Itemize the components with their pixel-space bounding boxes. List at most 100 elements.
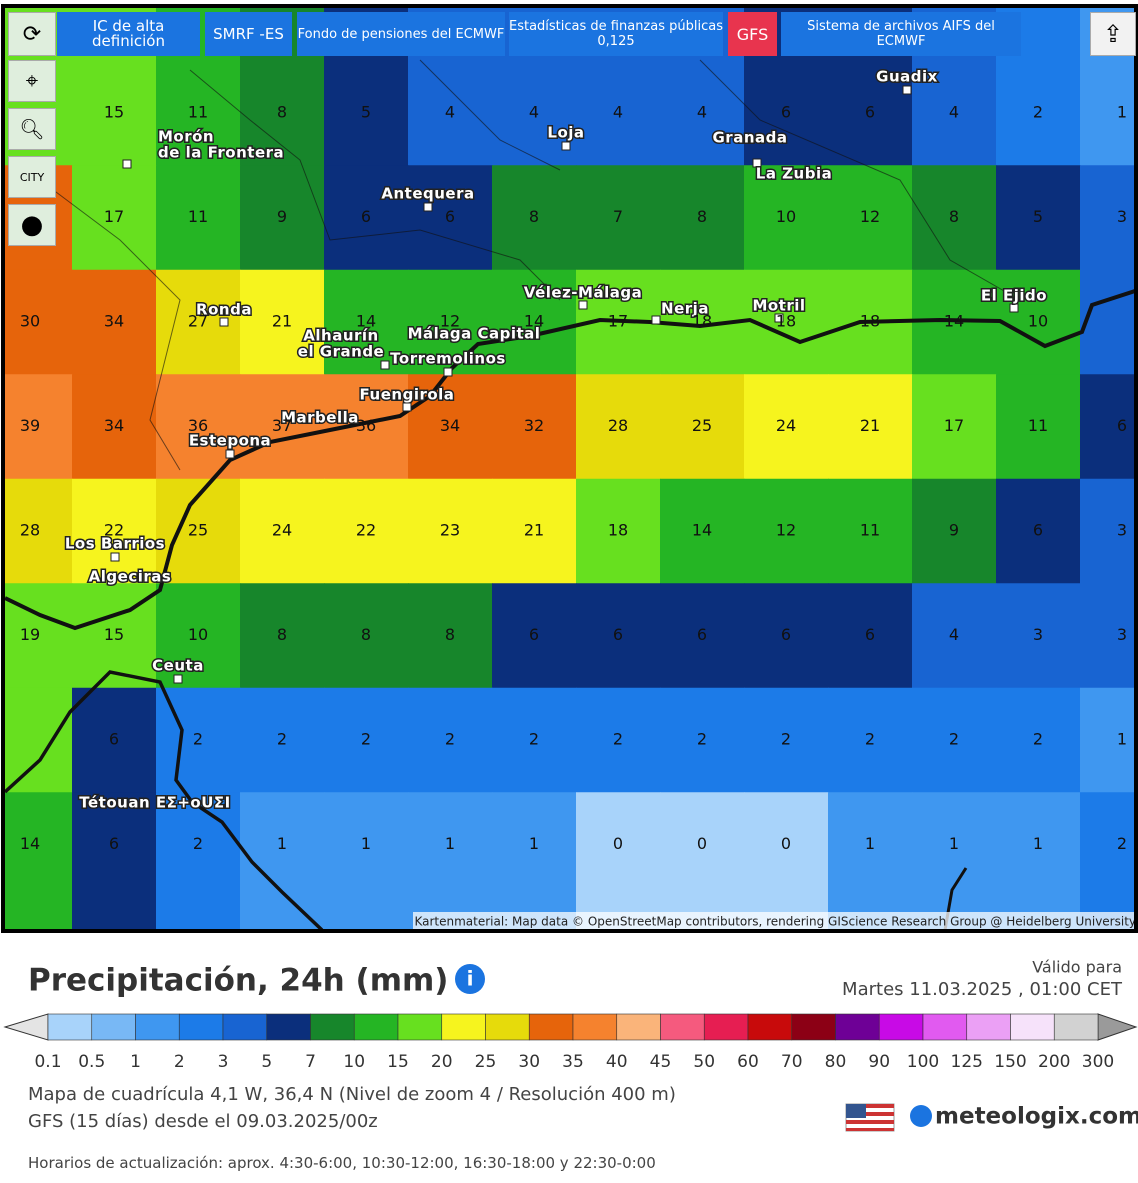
cell-value: 3 [1117,207,1127,226]
info-icon[interactable] [455,964,485,994]
place-name: Fuengirola [360,386,455,404]
legend-swatch [178,1013,224,1041]
place-name: Nerja [661,300,709,318]
cell-value: 18 [776,312,796,331]
cell-value: 5 [1033,207,1043,226]
cell-value: 0 [613,834,623,853]
cell-value: 1 [1117,730,1127,749]
place-marker [402,402,412,412]
cell-value: 11 [860,521,880,540]
grid-cell [744,792,829,930]
place-marker [122,159,132,169]
cell-value: 28 [20,521,40,540]
legend-tick-label: 0.1 [34,1052,61,1072]
legend-tick-label: 300 [1082,1052,1114,1072]
legend-over [1097,1013,1138,1041]
cell-value: 2 [529,730,539,749]
grid-cell [576,687,661,793]
cell-value: 6 [781,103,791,122]
place-marker [380,360,390,370]
legend-tick-label: 5 [261,1052,272,1072]
grid-cell [408,374,493,480]
grid-cell [828,687,913,793]
cell-value: 18 [860,312,880,331]
cell-value: 6 [109,834,119,853]
toolbar-button[interactable]: GFS [728,12,777,56]
place-marker [651,315,661,325]
cell-value: 1 [361,834,371,853]
zoom-button[interactable]: 🔍︎ [8,108,56,150]
cell-value: 2 [193,730,203,749]
toolbar-button[interactable]: Estadísticas de finanzas públicas 0,125 [509,12,723,56]
cell-value: 17 [944,416,964,435]
legend-swatch [1010,1013,1055,1041]
cell-value: 5 [361,103,371,122]
legend-tick-label: 25 [475,1052,497,1072]
grid-cell [492,687,577,793]
city-button[interactable]: CITY [8,156,56,198]
cell-value: 30 [20,312,40,331]
legend-tick-label: 150 [994,1052,1026,1072]
pin-button[interactable]: ● [8,204,56,246]
grid-cell [240,374,325,480]
legend-title: Precipitación, 24h (mm) [28,963,448,999]
legend-tick-label: 0.5 [78,1052,105,1072]
legend-tick-label: 45 [650,1052,672,1072]
grid-cell [660,792,745,930]
grid-cell [660,687,745,793]
cell-value: 25 [692,416,712,435]
legend-swatch [47,1013,93,1041]
toolbar-button[interactable]: Fondo de pensiones del ECMWF [297,12,505,56]
cell-value: 8 [949,207,959,226]
toolbar-button[interactable]: Sistema de archivos AIFS del ECMWF [781,12,1021,56]
legend-tick-label: 10 [343,1052,365,1072]
grid-cell [324,478,409,584]
coastline [5,59,1138,930]
cell-value: 25 [188,521,208,540]
cell-value: 27 [188,312,208,331]
cell-value: 32 [524,416,544,435]
grid-cell [492,374,577,480]
update-times: Horarios de actualización: aprox. 4:30-6… [28,1154,656,1172]
place-name: Estepona [189,432,271,450]
grid-cell [492,269,577,375]
legend-tick-label: 20 [431,1052,453,1072]
grid-cell [828,374,913,480]
cell-value: 10 [776,207,796,226]
locate-button[interactable]: ⌖ [8,60,56,102]
refresh-button[interactable]: ⟳ [8,12,56,56]
cell-value: 10 [188,625,208,644]
toolbar-button[interactable]: SMRF -ES [205,12,292,56]
cell-value: 15 [104,625,124,644]
place-marker [225,449,235,459]
cell-value: 3 [1033,625,1043,644]
cell-value: 11 [1028,416,1048,435]
place-marker [752,158,762,168]
grid-cell [408,792,493,930]
cell-value: 14 [20,834,40,853]
grid-cell [408,583,493,689]
grid-cell [576,792,661,930]
cell-value: 6 [445,207,455,226]
legend-swatch [222,1013,268,1041]
grid-cell [72,687,157,793]
legend-tick-label: 125 [951,1052,983,1072]
cell-value: 4 [613,103,623,122]
grid-cell [912,478,997,584]
share-button[interactable]: ⇪ [1090,12,1136,56]
attribution-bg [413,912,1138,930]
place-name: Málaga Capital [408,325,541,343]
legend-swatch [878,1013,924,1041]
info-icon-glyph: i [467,967,474,991]
grid-cell [660,165,745,271]
cell-value: 12 [860,207,880,226]
toolbar-button[interactable]: IC de alta definición [57,12,200,56]
cell-value: 36 [188,416,208,435]
legend-under [3,1013,49,1041]
place-name: Loja [547,124,584,142]
grid-cell [660,583,745,689]
cell-value: 1 [949,834,959,853]
place-name: Morón [158,128,214,146]
cell-value: 6 [613,625,623,644]
legend-swatch [835,1013,880,1041]
